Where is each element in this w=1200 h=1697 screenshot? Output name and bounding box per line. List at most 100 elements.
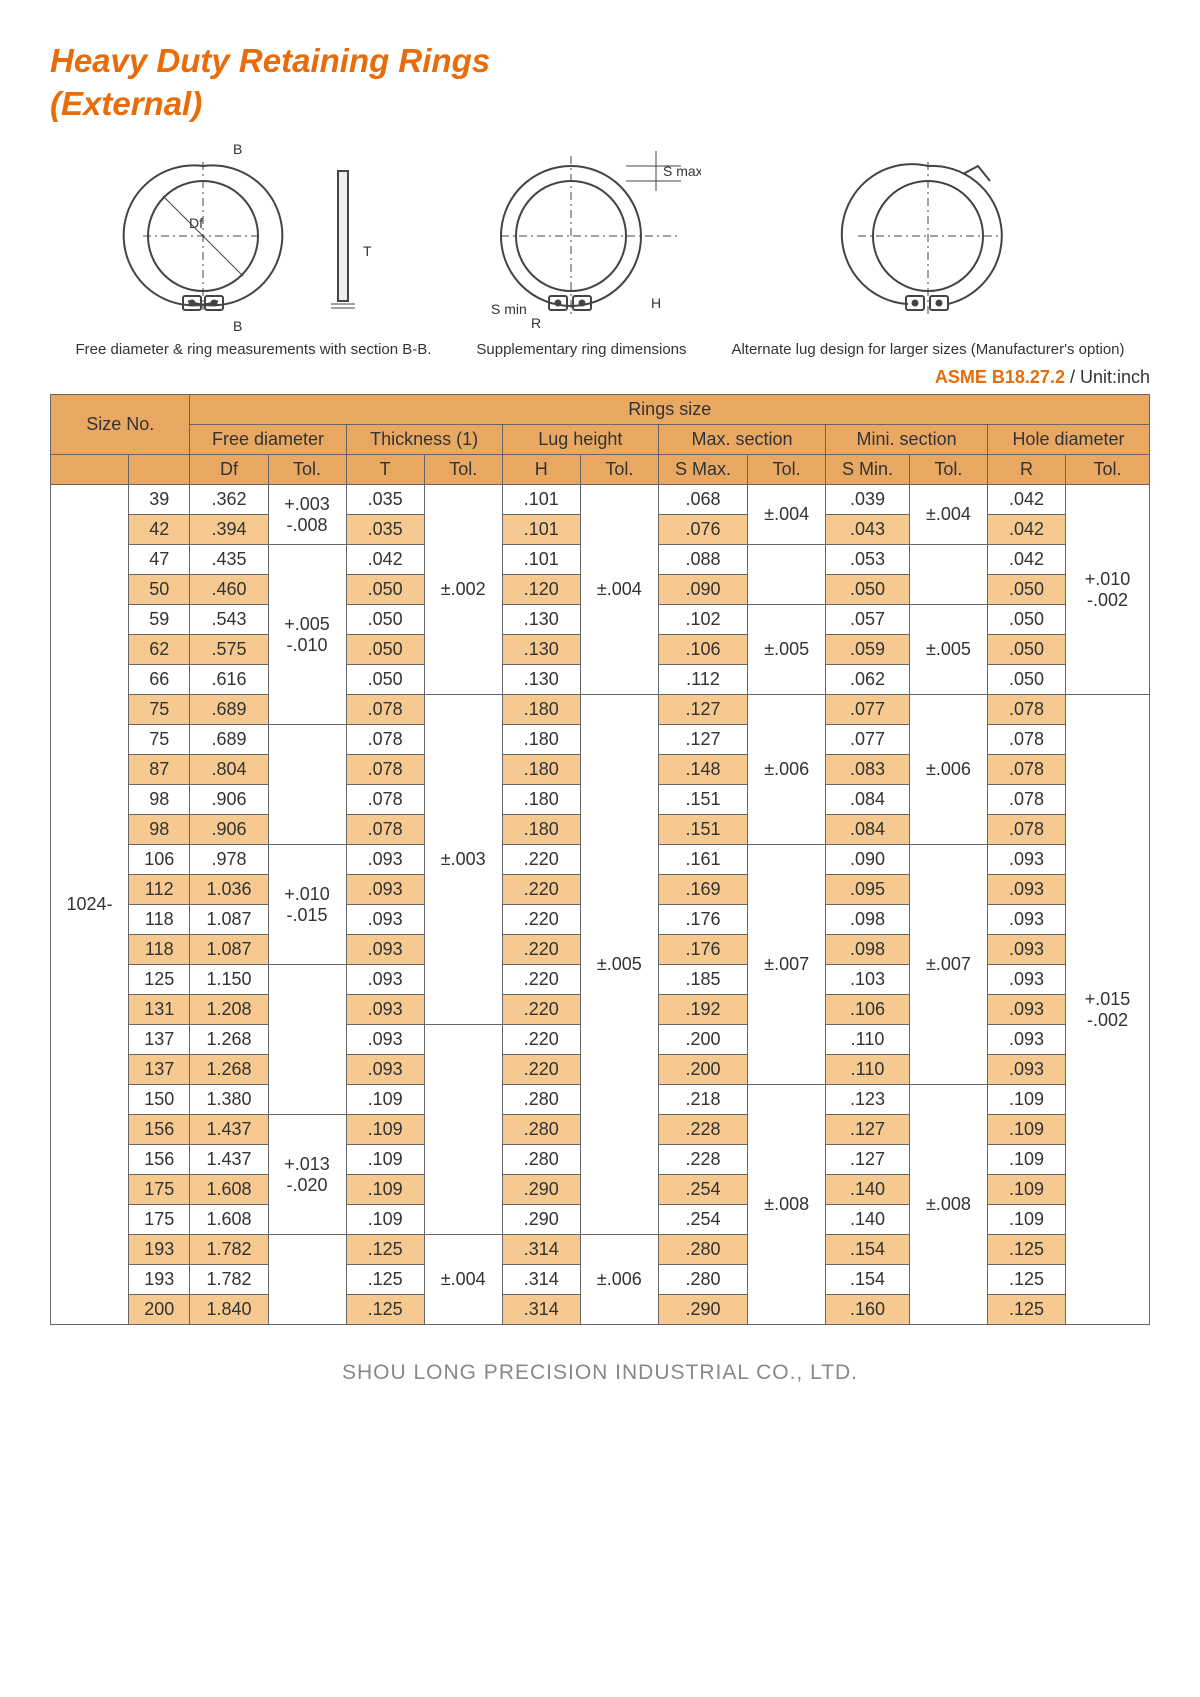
hdr-size-no: Size No. — [51, 395, 190, 455]
cell-r: .078 — [987, 815, 1065, 845]
cell-smax: .076 — [658, 515, 747, 545]
cell-df: .460 — [190, 575, 268, 605]
hdr-sub: Tol. — [580, 455, 658, 485]
cell-t: .035 — [346, 485, 424, 515]
hdr-sub: Tol. — [748, 455, 826, 485]
cell-size: 62 — [129, 635, 190, 665]
data-table: Size No. Rings size Free diameterThickne… — [50, 394, 1150, 1325]
cell-h: .220 — [502, 1025, 580, 1055]
cell-h: .101 — [502, 485, 580, 515]
label-B-bot: B — [233, 318, 242, 334]
cell-smin: .140 — [826, 1175, 910, 1205]
cell-tol: ±.007 — [909, 845, 987, 1085]
cell-prefix: 1024- — [51, 485, 129, 1325]
cell-h: .101 — [502, 515, 580, 545]
cell-t: .078 — [346, 815, 424, 845]
cell-smax: .228 — [658, 1145, 747, 1175]
cell-df: 1.380 — [190, 1085, 268, 1115]
cell-tol: +.003-.008 — [268, 485, 346, 545]
cell-smax: .127 — [658, 725, 747, 755]
cell-r: .125 — [987, 1265, 1065, 1295]
cell-tol: ±.004 — [580, 485, 658, 695]
cell-df: 1.036 — [190, 875, 268, 905]
cell-smin: .160 — [826, 1295, 910, 1325]
cell-smin: .098 — [826, 935, 910, 965]
cell-df: 1.268 — [190, 1025, 268, 1055]
cell-smax: .102 — [658, 605, 747, 635]
cell-t: .093 — [346, 875, 424, 905]
cell-size: 156 — [129, 1115, 190, 1145]
hdr-group: Mini. section — [826, 425, 988, 455]
title-line-1: Heavy Duty Retaining Rings — [50, 42, 490, 79]
cell-smin: .106 — [826, 995, 910, 1025]
cell-r: .078 — [987, 695, 1065, 725]
cell-smax: .176 — [658, 935, 747, 965]
caption-2: Supplementary ring dimensions — [461, 340, 701, 360]
cell-smax: .290 — [658, 1295, 747, 1325]
cell-r: .109 — [987, 1205, 1065, 1235]
cell-smin: .095 — [826, 875, 910, 905]
cell-h: .180 — [502, 725, 580, 755]
cell-tol: ±.004 — [909, 485, 987, 545]
cell-smax: .088 — [658, 545, 747, 575]
cell-r: .093 — [987, 905, 1065, 935]
cell-h: .220 — [502, 845, 580, 875]
cell-t: .109 — [346, 1145, 424, 1175]
cell-tol: +.013-.020 — [268, 1115, 346, 1235]
cell-r: .093 — [987, 845, 1065, 875]
cell-h: .290 — [502, 1175, 580, 1205]
cell-smax: .254 — [658, 1175, 747, 1205]
cell-smax: .254 — [658, 1205, 747, 1235]
cell-smax: .151 — [658, 785, 747, 815]
cell-h: .280 — [502, 1145, 580, 1175]
cell-tol: ±.008 — [909, 1085, 987, 1325]
cell-tol: ±.005 — [909, 605, 987, 695]
cell-h: .120 — [502, 575, 580, 605]
hdr-group: Hole diameter — [987, 425, 1149, 455]
cell-df: 1.608 — [190, 1205, 268, 1235]
cell-r: .109 — [987, 1175, 1065, 1205]
cell-smin: .110 — [826, 1025, 910, 1055]
cell-r: .093 — [987, 995, 1065, 1025]
cell-t: .078 — [346, 785, 424, 815]
cell-h: .130 — [502, 665, 580, 695]
cell-tol: ±.008 — [748, 1085, 826, 1325]
cell-df: 1.782 — [190, 1235, 268, 1265]
cell-df: 1.150 — [190, 965, 268, 995]
cell-t: .078 — [346, 755, 424, 785]
cell-tol: ±.006 — [580, 1235, 658, 1325]
cell-size: 66 — [129, 665, 190, 695]
cell-smin: .077 — [826, 725, 910, 755]
ring-diagram-1-svg: B B Df T — [103, 136, 403, 336]
cell-h: .280 — [502, 1115, 580, 1145]
cell-size: 137 — [129, 1025, 190, 1055]
cell-df: .689 — [190, 725, 268, 755]
cell-smax: .090 — [658, 575, 747, 605]
cell-smin: .127 — [826, 1145, 910, 1175]
cell-smin: .140 — [826, 1205, 910, 1235]
cell-r: .109 — [987, 1085, 1065, 1115]
cell-t: .093 — [346, 1055, 424, 1085]
table-body: 1024-39.362+.003-.008.035±.002.101±.004.… — [51, 485, 1150, 1325]
hdr-sub: Df — [190, 455, 268, 485]
cell-r: .125 — [987, 1295, 1065, 1325]
cell-df: .616 — [190, 665, 268, 695]
cell-smin: .039 — [826, 485, 910, 515]
cell-r: .042 — [987, 545, 1065, 575]
label-H: H — [651, 295, 661, 311]
cell-size: 131 — [129, 995, 190, 1025]
table-row: 1024-39.362+.003-.008.035±.002.101±.004.… — [51, 485, 1150, 515]
cell-size: 200 — [129, 1295, 190, 1325]
cell-smax: .068 — [658, 485, 747, 515]
cell-r: .093 — [987, 1055, 1065, 1085]
cell-t: .125 — [346, 1295, 424, 1325]
cell-df: 1.782 — [190, 1265, 268, 1295]
cell-tol: +.005-.010 — [268, 545, 346, 725]
cell-r: .042 — [987, 485, 1065, 515]
cell-size: 98 — [129, 785, 190, 815]
cell-r: .109 — [987, 1145, 1065, 1175]
cell-df: .435 — [190, 545, 268, 575]
cell-t: .109 — [346, 1115, 424, 1145]
cell-df: .543 — [190, 605, 268, 635]
cell-tol: ±.003 — [424, 695, 502, 1025]
